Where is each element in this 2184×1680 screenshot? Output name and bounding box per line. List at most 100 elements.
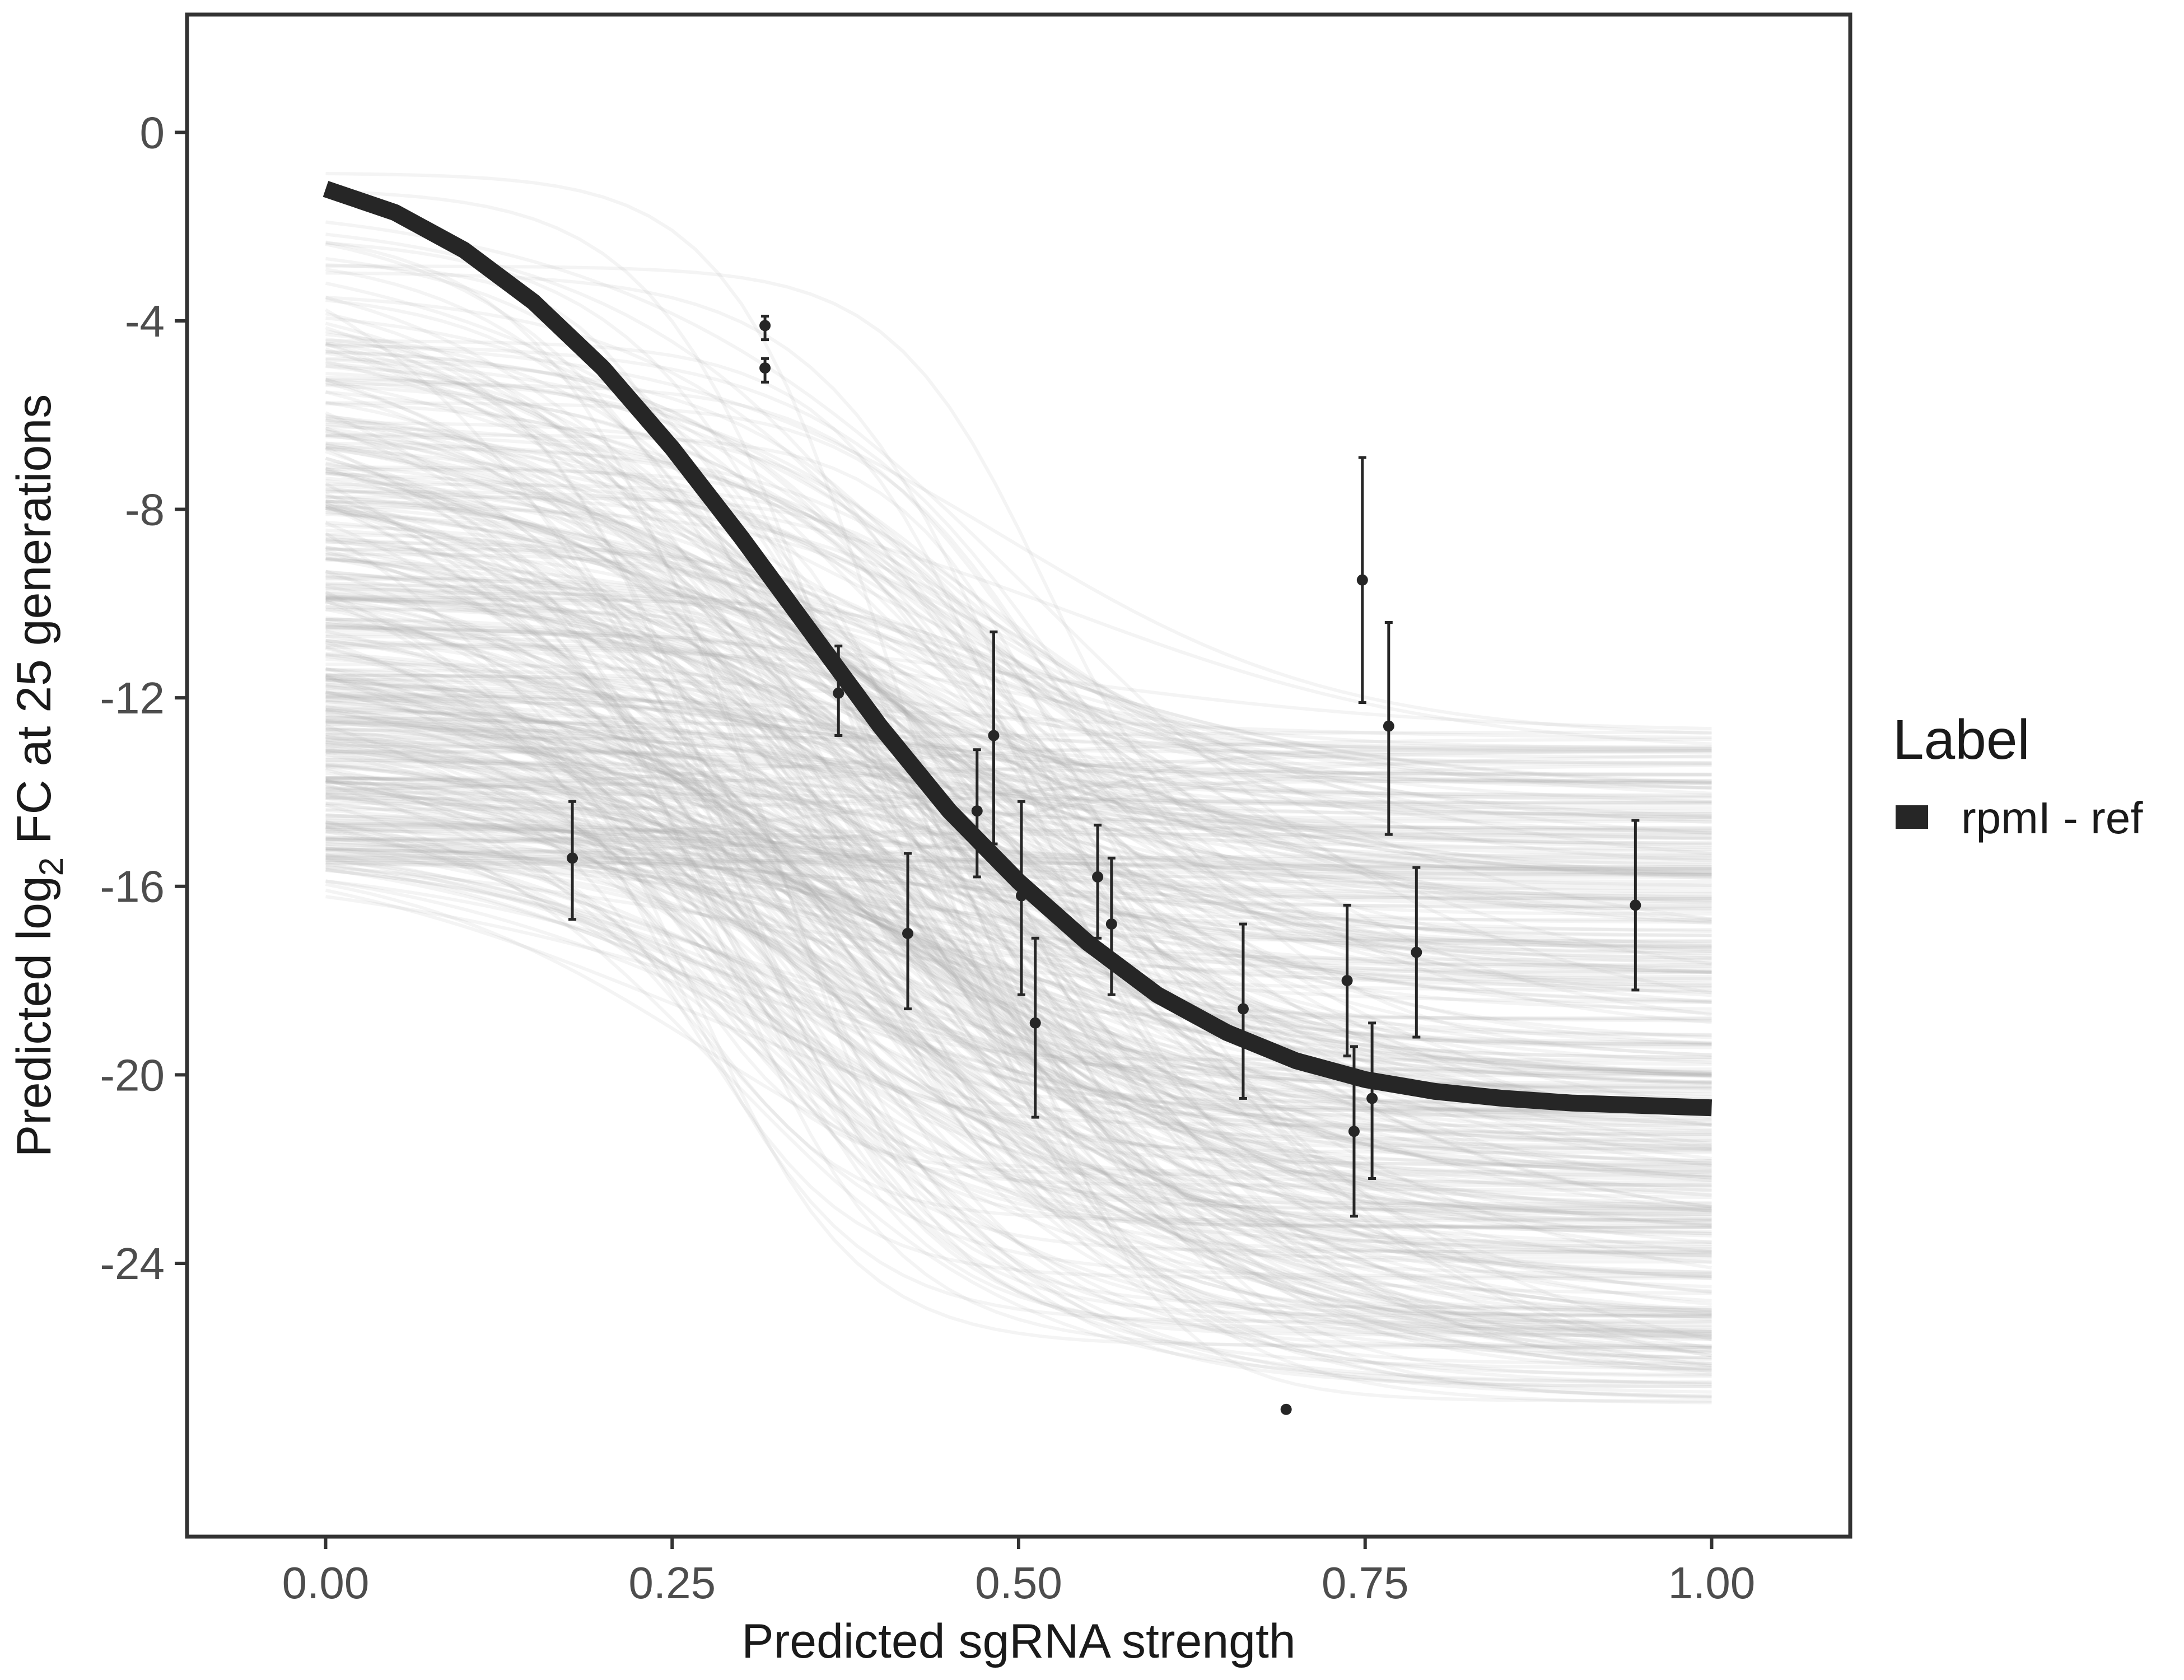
posterior-draw-line: [325, 826, 1712, 1115]
posterior-draw-line: [325, 447, 1712, 1004]
posterior-draw-line: [325, 600, 1712, 1114]
posterior-draw-line: [325, 781, 1712, 839]
posterior-draw-line: [325, 619, 1712, 1254]
posterior-draw-line: [325, 500, 1712, 879]
posterior-draw-line: [325, 739, 1712, 841]
posterior-draw-line: [325, 689, 1712, 1277]
posterior-draw-line: [325, 378, 1712, 925]
posterior-draw-line: [325, 848, 1712, 1174]
posterior-draw-line: [325, 730, 1712, 741]
data-point: [759, 362, 771, 374]
posterior-draw-line: [325, 677, 1712, 982]
posterior-draw-line: [325, 271, 1712, 1173]
posterior-draw-line: [325, 781, 1712, 851]
posterior-draw-line: [325, 625, 1712, 759]
posterior-draw-line: [325, 694, 1712, 739]
posterior-draw-line: [325, 605, 1712, 1350]
posterior-draw-line: [325, 372, 1712, 1337]
posterior-draw-line: [325, 489, 1712, 871]
posterior-draw-line: [325, 855, 1712, 973]
posterior-draw-line: [325, 492, 1712, 1099]
posterior-draw-line: [325, 584, 1712, 1274]
posterior-draw-line: [325, 645, 1712, 1229]
posterior-draw-line: [325, 708, 1712, 1125]
posterior-draw-line: [325, 528, 1712, 1046]
posterior-draw-line: [325, 825, 1712, 841]
posterior-draw-line: [325, 595, 1712, 958]
posterior-draw-line: [325, 595, 1712, 900]
posterior-draw-line: [325, 673, 1712, 1021]
posterior-draw-line: [325, 855, 1712, 1089]
x-tick-label: 1.00: [1668, 1558, 1756, 1608]
posterior-draw-line: [325, 735, 1712, 1065]
posterior-draw-line: [325, 538, 1712, 819]
posterior-draw-line: [325, 596, 1712, 1020]
data-point: [759, 320, 771, 332]
posterior-draw-line: [325, 618, 1712, 1260]
posterior-draw-line: [325, 710, 1712, 783]
posterior-draw-line: [325, 552, 1712, 1257]
posterior-draw-line: [325, 692, 1712, 1168]
posterior-draw-line: [325, 339, 1712, 1214]
posterior-draw-line: [325, 321, 1712, 765]
posterior-draw-line: [325, 763, 1712, 924]
posterior-draw-line: [325, 240, 1712, 1329]
posterior-draw-line: [325, 539, 1712, 1399]
posterior-draw-line: [325, 727, 1712, 1127]
posterior-draw-line: [325, 556, 1712, 1306]
posterior-draw-line: [325, 358, 1712, 1024]
posterior-draw-line: [325, 402, 1712, 1399]
posterior-draw-line: [325, 500, 1712, 1075]
posterior-draw-line: [325, 776, 1712, 1205]
posterior-draw-line: [325, 597, 1712, 1373]
x-tick-label: 0.50: [975, 1558, 1062, 1608]
posterior-draw-line: [325, 468, 1712, 877]
posterior-draw-line: [325, 690, 1712, 1368]
posterior-draw-line: [325, 604, 1712, 1289]
posterior-draw-line: [325, 242, 1712, 1222]
posterior-draw-line: [325, 868, 1712, 1313]
posterior-draw-line: [325, 267, 1712, 785]
posterior-draw-line: [325, 441, 1712, 974]
posterior-draw-line: [325, 858, 1712, 948]
posterior-draw-line: [325, 469, 1712, 1114]
posterior-draw-line: [325, 616, 1712, 1151]
y-axis-title: Predicted log2 FC at 25 generations: [7, 394, 70, 1157]
posterior-draw-line: [325, 545, 1712, 1142]
posterior-draw-line: [325, 263, 1712, 871]
data-point: [1092, 871, 1104, 883]
posterior-draw-line: [325, 582, 1712, 1117]
posterior-draw-line: [325, 700, 1712, 1142]
data-point: [567, 852, 578, 864]
posterior-draw-line: [325, 750, 1712, 806]
posterior-draw-line: [325, 594, 1712, 1331]
posterior-draw-line: [325, 787, 1712, 1102]
posterior-draw-line: [325, 505, 1712, 1211]
posterior-draw-line: [325, 433, 1712, 765]
posterior-draw-line: [325, 796, 1712, 1075]
x-tick-label: 0.75: [1322, 1558, 1409, 1608]
posterior-draw-line: [325, 698, 1712, 847]
posterior-draw-line: [325, 342, 1712, 1160]
posterior-draw-line: [325, 482, 1712, 750]
posterior-draw-line: [325, 813, 1712, 1135]
posterior-draw-line: [325, 745, 1712, 1365]
posterior-draw-line: [325, 533, 1712, 1321]
posterior-draw-line: [325, 316, 1712, 876]
posterior-draw-line: [325, 803, 1712, 1244]
posterior-draw-line: [325, 446, 1712, 856]
posterior-draw-line: [325, 595, 1712, 877]
posterior-draw-line: [325, 865, 1712, 981]
posterior-draw-line: [325, 743, 1712, 1174]
posterior-draw-line: [325, 771, 1712, 1280]
posterior-draw-line: [325, 587, 1712, 813]
posterior-draw-line: [325, 506, 1712, 905]
posterior-draw-line: [325, 674, 1712, 753]
posterior-draw-line: [325, 506, 1712, 899]
posterior-draw-line: [325, 548, 1712, 1339]
posterior-draw-line: [325, 716, 1712, 1335]
y-axis: 0 -4 -8 -12 -16 -20 -24: [100, 108, 187, 1289]
posterior-draw-line: [325, 698, 1712, 1075]
posterior-draw-line: [325, 383, 1712, 1179]
